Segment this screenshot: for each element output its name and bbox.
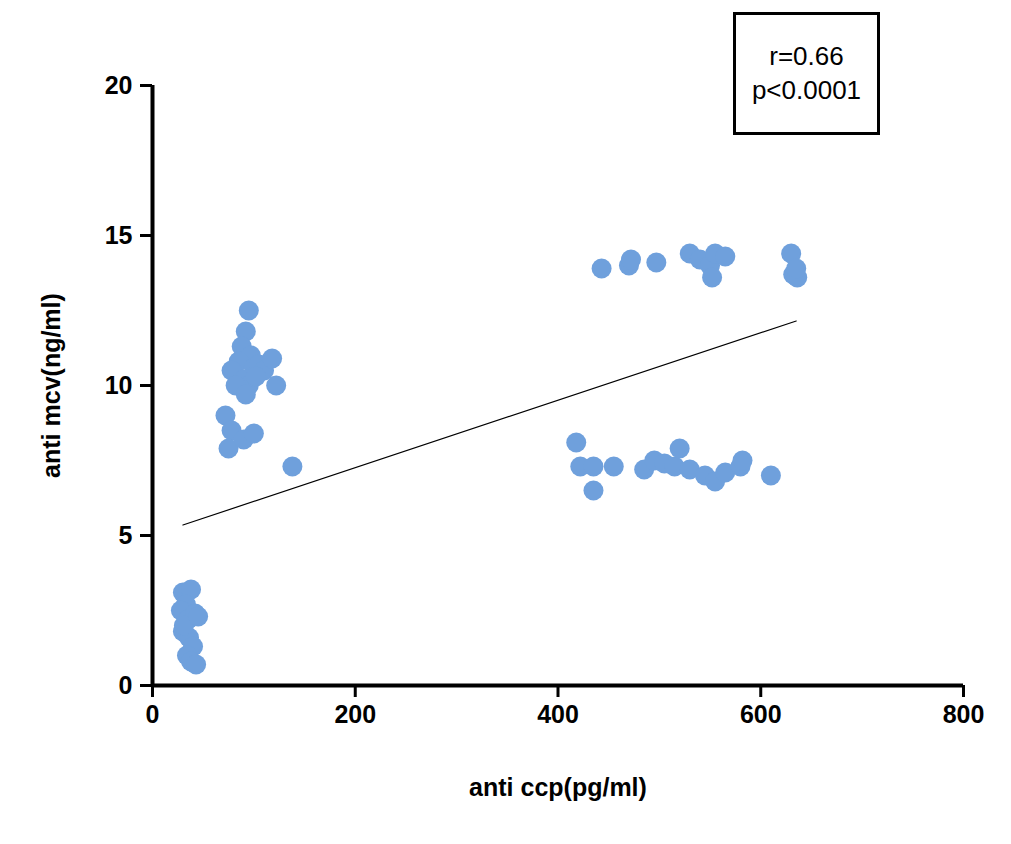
svg-text:5: 5 [119, 521, 133, 549]
svg-text:800: 800 [943, 700, 985, 728]
svg-text:0: 0 [146, 700, 160, 728]
svg-text:anti mcv(ng/ml): anti mcv(ng/ml) [37, 293, 65, 478]
svg-text:200: 200 [334, 700, 376, 728]
svg-text:anti ccp(pg/ml): anti ccp(pg/ml) [469, 773, 647, 801]
html-text:p<0.0001: p<0.0001 [751, 74, 862, 105]
svg-text:10: 10 [105, 371, 133, 399]
html-text:r=0.66: r=0.66 [769, 40, 844, 71]
svg-text:20: 20 [105, 71, 133, 99]
svg-text:600: 600 [740, 700, 782, 728]
svg-text:0: 0 [119, 671, 133, 699]
svg-text:400: 400 [537, 700, 579, 728]
svg-text:15: 15 [105, 221, 133, 249]
